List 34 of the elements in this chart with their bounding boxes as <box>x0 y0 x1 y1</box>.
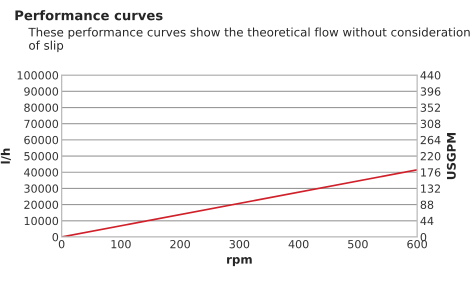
y2-tick-label: 88 <box>420 200 434 209</box>
chart-subtitle: These performance curves show the theoretical flow without consideration of slip <box>28 27 470 52</box>
y-axis-title: l/h <box>0 148 11 164</box>
x-tick-label: 0 <box>58 240 64 248</box>
y-tick-label: 60000 <box>24 136 58 144</box>
x-tick-label: 200 <box>170 240 190 248</box>
y-tick-label: 100000 <box>18 71 58 80</box>
y2-tick-label: 440 <box>420 71 440 80</box>
y2-tick-label: 44 <box>420 216 434 226</box>
y2-tick-label: 132 <box>421 184 440 193</box>
y2-tick-label: 396 <box>420 87 440 96</box>
y2-tick-label: 0 <box>420 232 426 242</box>
y2-axis-title: USGPM <box>446 133 456 180</box>
y-tick-label: 20000 <box>24 200 58 209</box>
y-tick-label: 70000 <box>24 120 58 128</box>
y-tick-label: 10000 <box>24 216 58 226</box>
y-tick-label: 0 <box>52 232 58 242</box>
y-tick-label: 90000 <box>24 87 58 96</box>
chart-title: Performance curves <box>15 10 163 20</box>
y2-tick-label: 176 <box>421 168 440 177</box>
y2-tick-label: 264 <box>420 136 440 144</box>
y-tick-label: 80000 <box>24 103 58 112</box>
y-tick-label: 40000 <box>24 168 58 177</box>
y-tick-label: 30000 <box>24 184 58 193</box>
x-tick-label: 600 <box>407 240 427 248</box>
y-tick-label: 50000 <box>24 152 58 160</box>
x-tick-label: 500 <box>348 240 368 248</box>
x-tick-label: 400 <box>288 240 308 248</box>
y2-tick-label: 352 <box>420 103 440 112</box>
x-tick-label: 100 <box>111 240 131 248</box>
y2-tick-label: 308 <box>420 120 440 128</box>
y2-tick-label: 220 <box>420 152 440 160</box>
x-axis-title: rpm <box>227 257 252 266</box>
x-tick-label: 300 <box>230 240 250 248</box>
